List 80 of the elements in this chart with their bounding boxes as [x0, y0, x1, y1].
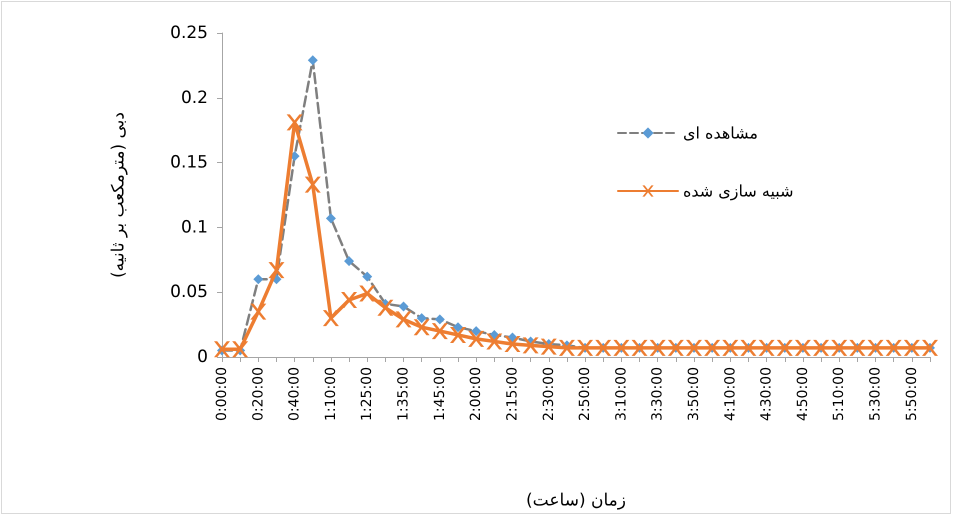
point — [214, 341, 230, 358]
point — [540, 338, 557, 355]
y-tick-label: 0.1 — [180, 217, 208, 238]
point — [471, 326, 482, 336]
x-tick-label: 2:00:00 — [468, 367, 484, 421]
point — [434, 314, 445, 324]
x-tick-label: 0:00:00 — [214, 367, 230, 421]
point — [468, 330, 484, 347]
y-tick-label: 0.2 — [180, 88, 208, 108]
point — [740, 340, 756, 356]
x-tick-label: 3:30:00 — [650, 367, 666, 421]
point — [377, 300, 394, 316]
point — [414, 319, 430, 336]
x-tick-label: 5:30:00 — [868, 367, 884, 421]
x-tick-label: 2:15:00 — [504, 367, 520, 421]
x-tick-label: 1:45:00 — [432, 367, 448, 421]
legend-label: مشاهده ای — [683, 124, 758, 142]
point — [831, 340, 848, 356]
point — [650, 340, 666, 356]
point — [794, 340, 811, 356]
point — [613, 340, 630, 356]
point — [308, 55, 318, 66]
point — [886, 340, 902, 356]
point — [432, 323, 448, 340]
point — [686, 340, 702, 356]
y-tick-label: 0 — [197, 347, 208, 367]
y-tick-label: 0.05 — [170, 282, 208, 302]
x-tick-label: 2:30:00 — [540, 367, 557, 421]
x-axis-title: زمان (ساعت) — [526, 490, 626, 510]
x-tick-label: 4:50:00 — [794, 367, 811, 421]
point — [322, 310, 339, 326]
point — [232, 341, 248, 358]
point — [268, 262, 284, 278]
point — [396, 311, 412, 328]
x-tick-label: 1:35:00 — [396, 367, 412, 421]
point — [595, 340, 612, 356]
point — [450, 326, 466, 343]
point — [362, 272, 372, 282]
point — [558, 340, 575, 356]
point — [813, 340, 830, 356]
x-tick-label: 1:10:00 — [322, 367, 339, 421]
point — [577, 340, 594, 356]
x-tick-label: 5:10:00 — [831, 367, 848, 421]
point — [253, 274, 264, 284]
point — [922, 340, 938, 356]
point — [486, 333, 502, 350]
point — [704, 340, 720, 356]
x-tick-label: 0:20:00 — [250, 367, 266, 421]
point — [722, 340, 738, 356]
point — [849, 340, 866, 356]
x-tick-label: 4:10:00 — [722, 367, 738, 421]
point — [250, 304, 266, 320]
point — [758, 340, 775, 356]
legend-label: شبیه سازی شده — [683, 182, 794, 200]
point — [326, 213, 336, 224]
point — [416, 313, 427, 324]
y-tick-label: 0.25 — [170, 23, 208, 43]
point — [632, 340, 648, 356]
y-axis-title: دبی (مترمکعب بر ثانیه) — [108, 112, 128, 278]
point — [504, 336, 520, 352]
point — [776, 340, 793, 356]
x-tick-label: 3:50:00 — [686, 367, 702, 421]
point — [286, 114, 303, 130]
x-tick-label: 0:40:00 — [286, 367, 303, 421]
x-tick-label: 1:25:00 — [359, 367, 376, 421]
x-tick-label: 4:30:00 — [758, 367, 775, 421]
point — [522, 337, 539, 354]
point — [341, 292, 358, 308]
point — [344, 256, 354, 266]
point — [904, 340, 920, 356]
x-tick-label: 3:10:00 — [613, 367, 630, 421]
y-tick-label: 0.15 — [170, 152, 208, 173]
point — [398, 301, 409, 312]
point — [304, 176, 321, 193]
x-tick-label: 5:50:00 — [904, 367, 920, 421]
x-tick-label: 2:50:00 — [577, 367, 594, 421]
point — [868, 340, 884, 356]
point — [359, 285, 376, 302]
point — [668, 340, 684, 356]
point — [453, 322, 463, 332]
